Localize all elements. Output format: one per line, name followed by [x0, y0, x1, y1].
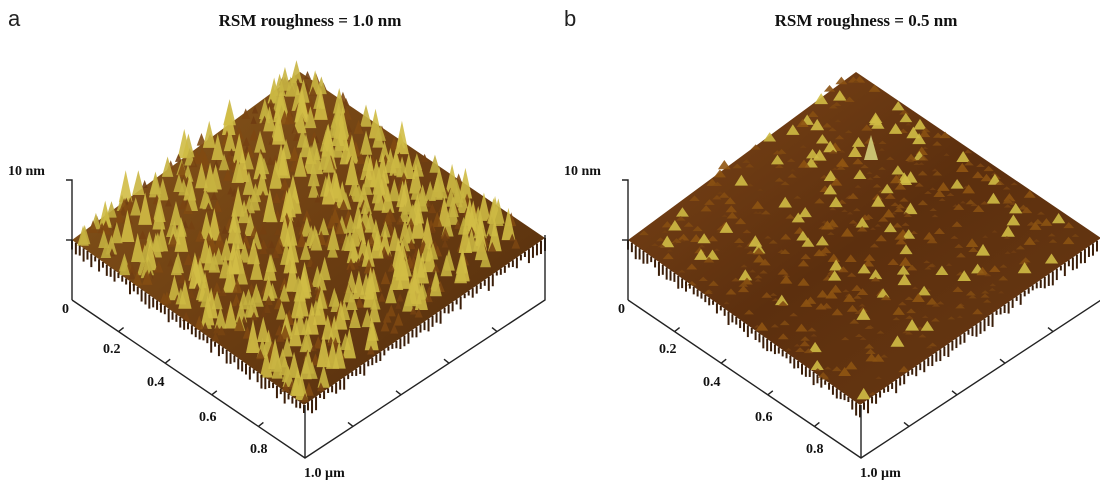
x-tick-label: 1.0 µm [860, 466, 901, 481]
y-tick [396, 391, 401, 395]
panel-title: RSM roughness = 1.0 nm [219, 11, 402, 30]
x-tick [258, 422, 263, 426]
x-tick [814, 422, 819, 426]
surface-peak [824, 85, 835, 92]
z-max-label: 10 nm [8, 164, 45, 179]
x-tick-label: 0.8 [806, 442, 824, 457]
x-tick-label: 1.0 µm [304, 466, 345, 481]
surface-peak [395, 121, 409, 154]
z-min-label: 0 [62, 302, 69, 317]
y-tick [904, 422, 909, 426]
x-tick-label: 0.6 [199, 410, 217, 425]
panel: a RSM roughness = 1.0 nm 10 nm 0 0.2 0.4 0.6 0.… [8, 6, 545, 481]
y-tick [444, 359, 449, 363]
surface-peak [304, 71, 311, 79]
x-tick-label: 0.2 [659, 342, 677, 357]
y-tick [348, 422, 353, 426]
x-tick-label: 0.2 [103, 342, 121, 357]
surface-peak [132, 170, 144, 195]
x-tick-label: 0.4 [703, 375, 721, 390]
y-tick [492, 328, 497, 332]
x-tick-label: 0.8 [250, 442, 268, 457]
surface-peak [142, 180, 148, 188]
z-min-label: 0 [618, 302, 625, 317]
x-tick [675, 328, 680, 332]
x-tick [212, 391, 217, 395]
y-tick [1000, 359, 1005, 363]
x-tick-label: 0.4 [147, 375, 165, 390]
panel: b RSM roughness = 0.5 nm 10 nm 0 0.2 0.4 0.6 0.… [564, 6, 1100, 481]
surface-peak [119, 170, 133, 202]
panel-letter: a [8, 6, 21, 31]
x-tick-label: 0.6 [755, 410, 773, 425]
x-tick [165, 359, 170, 363]
x-tick [768, 391, 773, 395]
y-tick [952, 391, 957, 395]
panel-title: RSM roughness = 0.5 nm [775, 11, 958, 30]
surface-peak [718, 160, 731, 169]
z-max-label: 10 nm [564, 164, 601, 179]
y-tick [1048, 328, 1053, 332]
figure: a RSM roughness = 1.0 nm 10 nm 0 0.2 0.4 0.6 0.… [0, 0, 1100, 486]
x-tick [721, 359, 726, 363]
surface-peak [203, 121, 216, 148]
panel-letter: b [564, 6, 576, 31]
x-tick [119, 328, 124, 332]
